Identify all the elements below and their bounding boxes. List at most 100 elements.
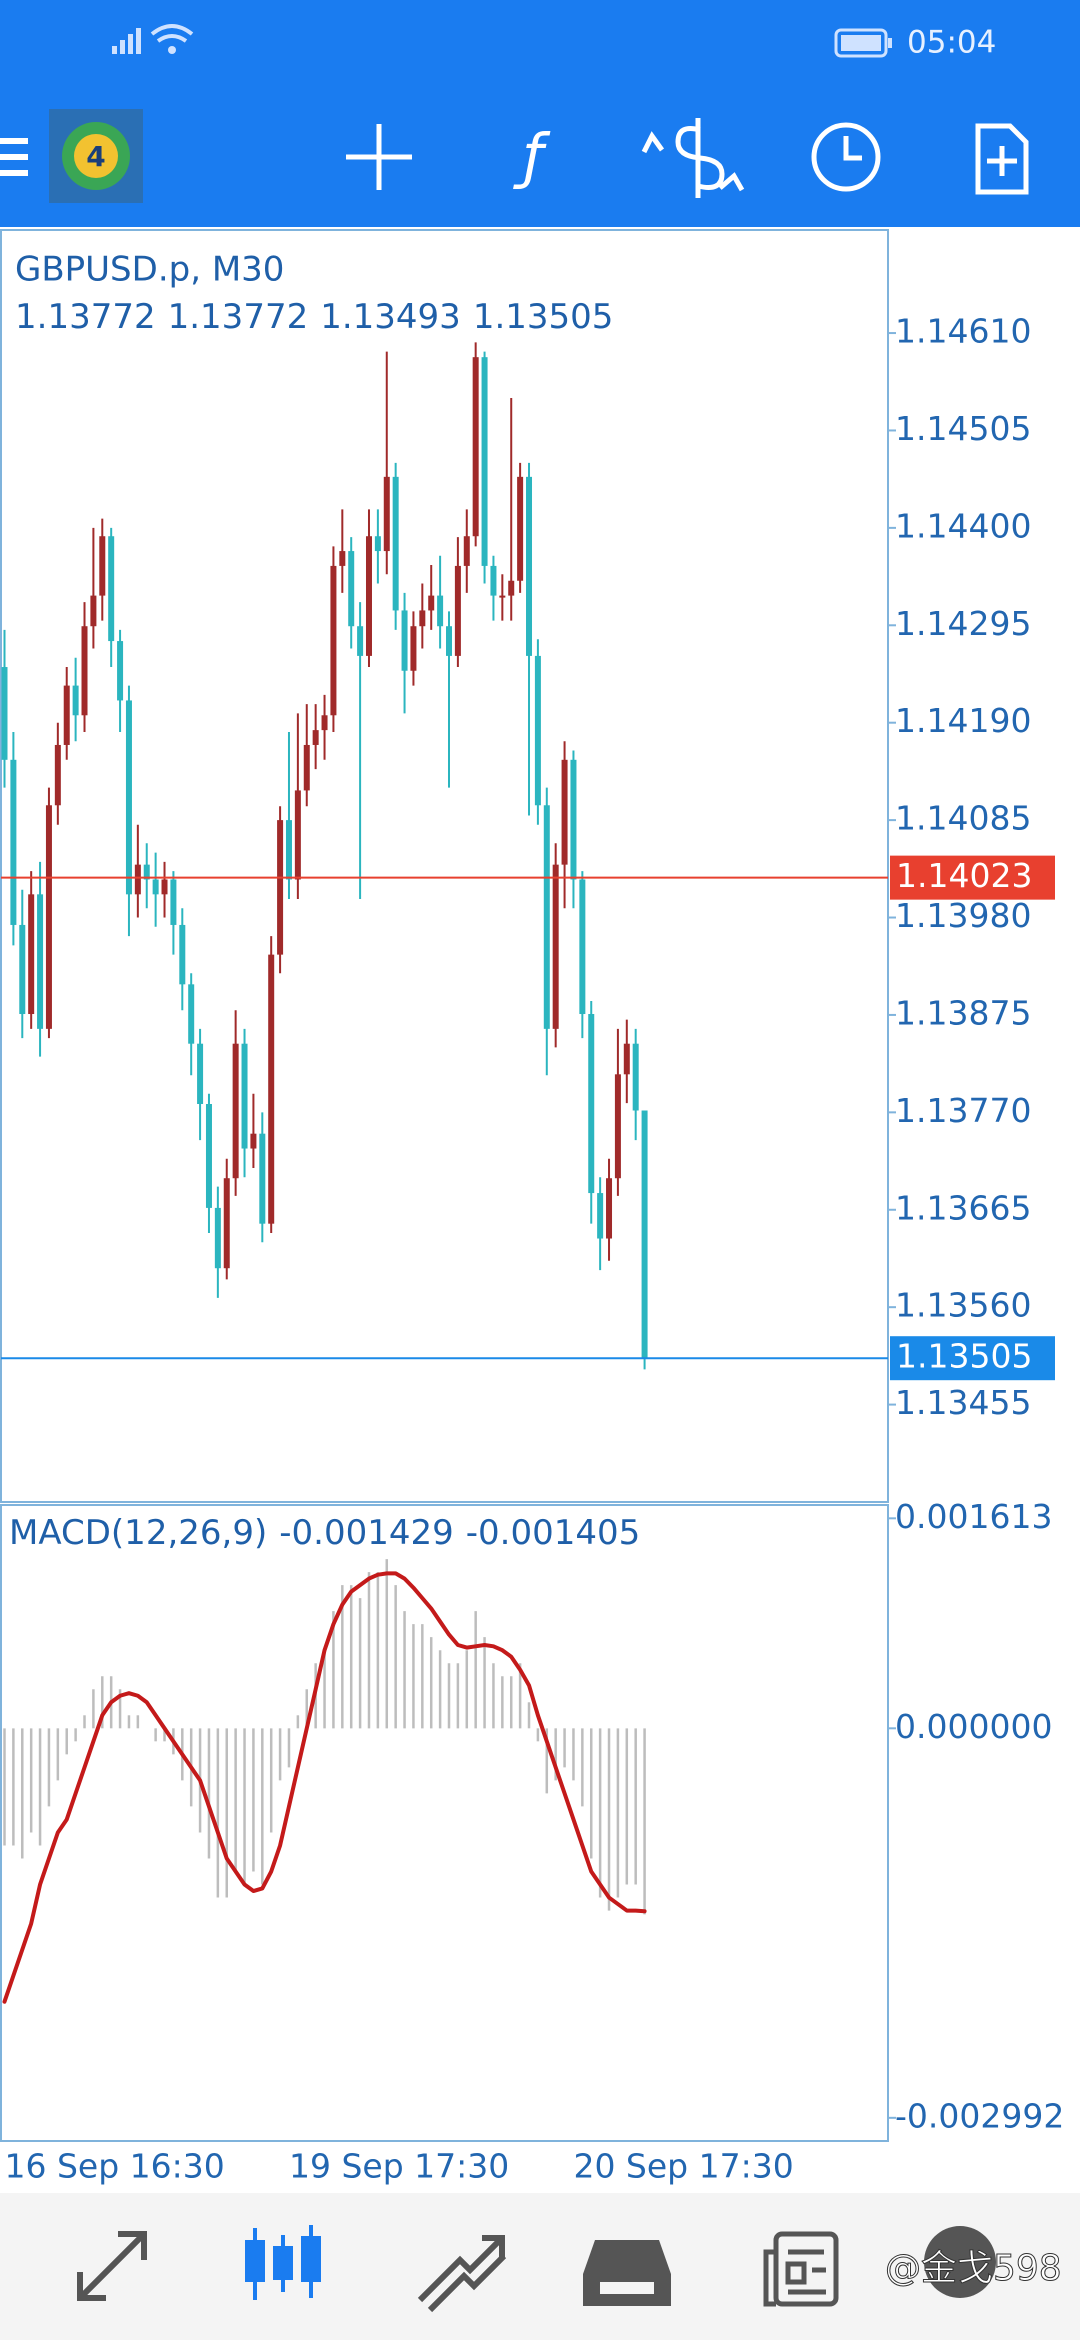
candle-body xyxy=(517,476,524,581)
candle-body xyxy=(383,476,390,552)
x-tick-label: 16 Sep 16:30 xyxy=(5,2147,225,2186)
y-tick-label: 1.14505 xyxy=(895,409,1031,448)
candle-body xyxy=(321,715,328,731)
y-tick-label: 1.13455 xyxy=(895,1383,1031,1422)
app-logo[interactable]: 4 xyxy=(49,109,143,203)
x-tick-label: 19 Sep 17:30 xyxy=(289,2147,509,2186)
candle-body xyxy=(99,536,106,596)
candle-body xyxy=(490,565,497,596)
low-value: 1.13493 xyxy=(320,297,461,337)
candle-body xyxy=(45,805,52,1029)
y-tick-label: 1.14400 xyxy=(895,506,1031,545)
candle-body xyxy=(125,700,132,895)
svg-text:4: 4 xyxy=(86,140,105,173)
candle-body xyxy=(623,1043,630,1075)
trade-button[interactable] xyxy=(641,118,745,198)
candle-body xyxy=(81,626,88,716)
candle-body xyxy=(143,864,150,880)
candle-body xyxy=(437,595,444,627)
ohlc-readout: 1.13772 1.13772 1.13493 1.13505 xyxy=(15,297,613,337)
quotes-tab[interactable] xyxy=(77,2231,147,2301)
candle-body xyxy=(579,879,586,1015)
status-time: 05:04 xyxy=(907,25,996,61)
candle-body xyxy=(410,626,417,671)
candle-body xyxy=(446,626,452,656)
candle-body xyxy=(339,551,346,566)
candle-body xyxy=(188,984,195,1044)
candle-body xyxy=(481,357,488,566)
bid-label: 1.13505 xyxy=(896,1337,1032,1376)
timeframe-button[interactable] xyxy=(811,122,881,192)
x-tick-label: 20 Sep 17:30 xyxy=(573,2147,793,2186)
candle-body xyxy=(37,894,44,1029)
macd-title: MACD(12,26,9) xyxy=(9,1513,267,1553)
candle-body xyxy=(19,924,26,1015)
candle-body xyxy=(472,357,479,537)
candle-body xyxy=(205,1104,212,1208)
y-tick-label: 1.14190 xyxy=(895,701,1031,740)
candle-body xyxy=(570,759,577,880)
y-tick-label: 1.13980 xyxy=(895,896,1031,935)
candle-body xyxy=(259,1133,266,1224)
candle-body xyxy=(588,1014,595,1194)
candle-body xyxy=(54,744,61,806)
menu-button[interactable] xyxy=(0,138,28,176)
bottom-nav xyxy=(0,2193,1080,2340)
macd-main-value: -0.001429 xyxy=(279,1513,454,1553)
chart-tab[interactable] xyxy=(245,2225,321,2300)
chart-title: GBPUSD.p, M30 xyxy=(15,250,284,290)
y-tick-label: -0.002992 xyxy=(895,2096,1064,2135)
candle-body xyxy=(526,476,533,656)
candle-body xyxy=(348,551,355,627)
candle-body xyxy=(463,536,470,566)
candle-body xyxy=(312,730,319,745)
candle-body xyxy=(90,595,97,627)
battery-icon xyxy=(834,28,892,58)
macd-signal-value: -0.001405 xyxy=(466,1513,641,1553)
candle-body xyxy=(454,565,461,656)
new-order-button[interactable] xyxy=(975,123,1029,195)
candle-body xyxy=(303,744,310,791)
candle-body xyxy=(374,536,381,552)
price-label: 1.14023 xyxy=(896,856,1032,895)
price-pane xyxy=(0,229,889,1503)
candle-body xyxy=(241,1043,248,1149)
candle-body xyxy=(543,805,550,1029)
candle-body xyxy=(614,1074,621,1179)
candle-body xyxy=(1,667,8,760)
trade-tab[interactable] xyxy=(417,2235,507,2313)
watermark: @金戈598 xyxy=(885,2248,1062,2289)
candle-body xyxy=(365,536,372,656)
news-tab[interactable] xyxy=(763,2231,839,2307)
candle-body xyxy=(330,565,337,716)
price-label-box xyxy=(890,855,1055,900)
candle-body xyxy=(63,685,70,745)
plot-layer: 1.14610 1.14505 1.14400 1.14295 1.14190 1.140… xyxy=(1,312,1064,2186)
crosshair-button[interactable] xyxy=(346,124,412,190)
candle-body xyxy=(392,476,399,611)
y-tick-label: 0.000000 xyxy=(895,1707,1052,1746)
y-tick-label: 1.13770 xyxy=(895,1091,1031,1130)
y-tick-label: 1.13875 xyxy=(895,993,1031,1032)
y-tick-label: 1.14085 xyxy=(895,799,1031,838)
candle-body xyxy=(561,759,568,865)
candle-body xyxy=(357,626,364,656)
candle-body xyxy=(597,1193,604,1239)
candle-body xyxy=(10,759,17,925)
candle-body xyxy=(632,1043,639,1111)
settings-tab[interactable] xyxy=(924,2226,996,2298)
candle-body xyxy=(534,655,541,806)
candle-body xyxy=(285,820,292,880)
macd-readout: MACD(12,26,9) -0.001429 -0.001405 xyxy=(9,1513,640,1553)
candle-body xyxy=(552,864,559,1029)
candle-body xyxy=(28,894,35,1015)
candle-body xyxy=(268,954,275,1224)
candle-body xyxy=(152,879,159,895)
candle-body xyxy=(223,1178,230,1269)
candle-body xyxy=(277,820,284,955)
history-tab[interactable] xyxy=(583,2240,671,2306)
candle-body xyxy=(606,1178,613,1239)
candle-body xyxy=(401,610,408,671)
